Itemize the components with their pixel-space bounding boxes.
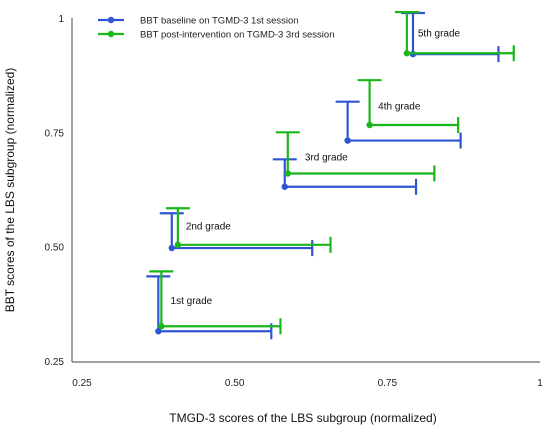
y-tick-label: 0.50 <box>45 243 65 254</box>
data-point <box>366 121 373 129</box>
data-point <box>155 328 162 335</box>
y-tick-label: 1 <box>58 14 64 25</box>
x-tick-label: 0.75 <box>378 378 398 389</box>
series-2 <box>149 10 515 335</box>
tick-labels: 0.25 0.50 0.75 1 0.25 0.50 0.75 1 <box>45 14 544 389</box>
y-tick-label: 0.25 <box>45 357 65 368</box>
grade-label: 3rd grade <box>305 153 348 164</box>
series-1 <box>146 11 500 340</box>
y-tick-label: 0.75 <box>45 128 65 139</box>
y-axis-title: BBT scores of the LBS subgroup (normaliz… <box>3 68 17 313</box>
grade-label: 4th grade <box>378 101 421 112</box>
legend: BBT baseline on TGMD-3 1st session BBT po… <box>98 16 335 41</box>
axes <box>71 18 540 363</box>
legend-label: BBT post-intervention on TGMD-3 3rd sess… <box>140 30 335 41</box>
legend-marker <box>107 30 115 38</box>
legend-label: BBT baseline on TGMD-3 1st session <box>140 16 299 27</box>
x-tick-label: 1 <box>537 378 543 389</box>
x-tick-label: 0.25 <box>72 378 92 389</box>
grade-label: 1st grade <box>171 296 213 307</box>
data-point <box>158 323 165 330</box>
grade-label: 2nd grade <box>186 221 231 232</box>
data-point <box>344 137 351 144</box>
data-point <box>284 170 291 177</box>
data-point <box>168 244 175 252</box>
grade-annotations: 1st grade 2nd grade 3rd grade 4th grade 5th … <box>171 28 461 307</box>
data-marks <box>146 10 515 340</box>
grade-label: 5th grade <box>418 28 461 39</box>
x-axis-title: TMGD-3 scores of the LBS subgroup (norma… <box>169 411 436 425</box>
x-tick-label: 0.50 <box>225 378 245 389</box>
data-point <box>281 183 288 190</box>
data-point <box>174 241 182 249</box>
legend-marker <box>107 16 115 24</box>
data-point <box>403 50 411 57</box>
